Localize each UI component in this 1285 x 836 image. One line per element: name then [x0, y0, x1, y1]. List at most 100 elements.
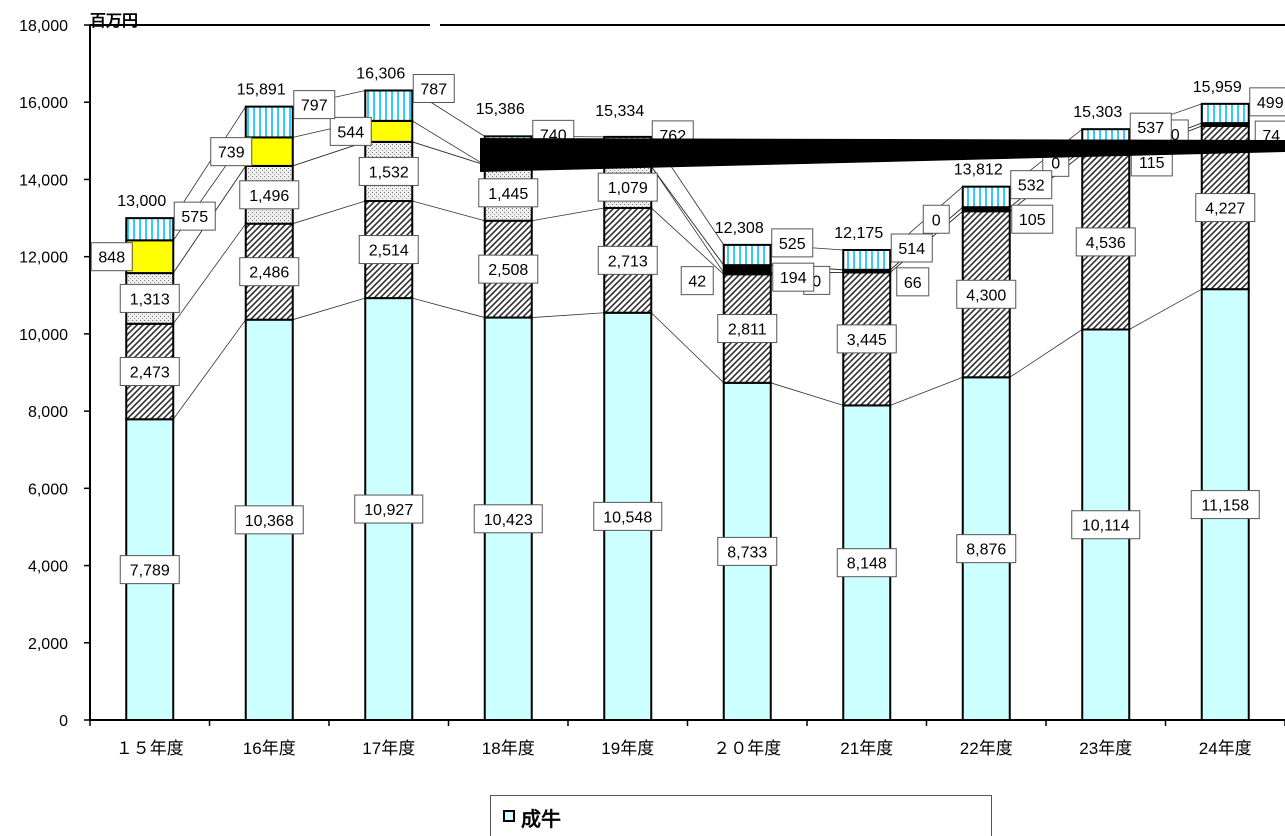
data-label: 1,445: [488, 186, 528, 203]
series-connector-line: [651, 208, 724, 274]
bar-segment: [724, 265, 771, 272]
bar-segment: [246, 137, 293, 166]
y-tick-label: 18,000: [19, 18, 68, 35]
x-tick-label: １５年度: [116, 739, 184, 758]
y-tick-label: 4,000: [28, 559, 68, 576]
bar-total-label: 15,334: [595, 103, 644, 120]
data-label: 499: [1257, 95, 1284, 112]
series-connector-line: [890, 377, 963, 405]
data-label: 848: [98, 250, 125, 267]
data-label: 2,486: [249, 265, 289, 282]
bar-total-label: 12,175: [834, 225, 883, 242]
data-label: 4,227: [1205, 201, 1245, 218]
series-connector-line: [1010, 329, 1083, 377]
y-tick-label: 10,000: [19, 327, 68, 344]
series-connector-line: [651, 166, 724, 272]
series-connector-line: [532, 313, 605, 318]
series-connector-line: [651, 313, 724, 383]
data-label: 575: [181, 209, 208, 226]
x-tick-label: 23年度: [1079, 739, 1132, 758]
x-tick-label: ２０年度: [713, 739, 781, 758]
data-label: 2,713: [608, 253, 648, 270]
data-label: 4,536: [1086, 235, 1126, 252]
data-label: 525: [779, 236, 806, 253]
data-label: 3,445: [847, 332, 887, 349]
bar-total-label: 13,000: [117, 193, 166, 210]
y-tick-label: 0: [59, 713, 68, 730]
x-tick-label: 21年度: [840, 739, 893, 758]
data-label: 10,114: [1082, 518, 1130, 535]
bar-segment: [724, 245, 771, 265]
legend: 成牛: [490, 795, 992, 836]
plot-area: 0 2,000 4,000 6,000 8,000 10,000 12,000 14,000 1…: [19, 18, 1285, 758]
data-label: 1,532: [369, 164, 409, 181]
y-tick-label: 12,000: [19, 250, 68, 267]
data-label: 4,300: [966, 287, 1006, 304]
data-label: 11,158: [1201, 498, 1249, 515]
bar-total-label: 16,306: [356, 65, 405, 82]
x-tick-label: 18年度: [482, 739, 535, 758]
data-label: 537: [1137, 120, 1164, 137]
data-label: 532: [1018, 178, 1045, 195]
data-label: 739: [218, 145, 245, 162]
series-connector-line: [1129, 289, 1202, 329]
data-label: 10,368: [245, 513, 294, 530]
bar-total-label: 12,308: [715, 220, 764, 237]
data-label: 1,496: [249, 188, 289, 205]
data-label: 2,508: [488, 262, 528, 279]
y-tick-label: 14,000: [19, 172, 68, 189]
data-label: 514: [898, 241, 925, 258]
y-tick-label: 8,000: [28, 404, 68, 421]
x-tick-label: 19年度: [601, 739, 654, 758]
bar-total-label: 15,959: [1193, 79, 1242, 96]
bar-total-label: 15,891: [237, 81, 286, 98]
x-tick-label: 16年度: [243, 739, 296, 758]
y-tick-label: 6,000: [28, 481, 68, 498]
bar-total-label: 15,303: [1073, 104, 1122, 121]
series-connector-line: [412, 201, 485, 221]
data-label: 42: [688, 274, 706, 291]
series-connector-line: [293, 298, 366, 320]
bar-segment: [246, 107, 293, 138]
data-label: 8,148: [847, 556, 887, 573]
data-label: 66: [904, 275, 922, 292]
bar-segment: [963, 187, 1010, 208]
bar-segment: [843, 250, 890, 270]
x-tick-label: 24年度: [1199, 739, 1252, 758]
data-label: 10,423: [484, 512, 533, 529]
bar-total-label: 13,812: [954, 162, 1003, 179]
data-label: 8,733: [727, 544, 767, 561]
bar-segment: [365, 90, 412, 120]
bar-total-label: 15,386: [476, 101, 525, 118]
data-label: 7,789: [130, 563, 170, 580]
bar-segment: [1202, 104, 1249, 123]
data-label: 797: [301, 98, 328, 115]
unit-label: 百万円: [90, 12, 138, 30]
bar-segment: [126, 240, 173, 273]
data-label: 0: [932, 212, 941, 229]
legend-swatch-icon: [503, 810, 515, 822]
data-label: 105: [1019, 212, 1046, 229]
data-label: 10,548: [603, 509, 652, 526]
data-label: 787: [420, 81, 447, 98]
data-label: 2,811: [728, 322, 767, 339]
data-label: 115: [1139, 155, 1165, 172]
data-label: 2,473: [130, 365, 170, 382]
series-connector-line: [412, 142, 485, 165]
series-connector-line: [771, 383, 844, 406]
series-connector-line: [412, 121, 485, 165]
x-tick-label: 17年度: [362, 739, 415, 758]
data-label: 544: [337, 124, 364, 141]
y-tick-label: 2,000: [28, 636, 68, 653]
series-connector-line: [532, 208, 605, 221]
data-label: 1,313: [130, 291, 170, 308]
data-label: 194: [780, 270, 807, 287]
legend-label: 成牛: [521, 803, 561, 832]
y-tick-label: 16,000: [19, 95, 68, 112]
data-label: 0: [1051, 155, 1060, 172]
bar-segment: [365, 121, 412, 142]
series-connector-line: [173, 320, 246, 420]
series-connector-line: [412, 298, 485, 317]
data-label: 8,876: [966, 542, 1006, 559]
